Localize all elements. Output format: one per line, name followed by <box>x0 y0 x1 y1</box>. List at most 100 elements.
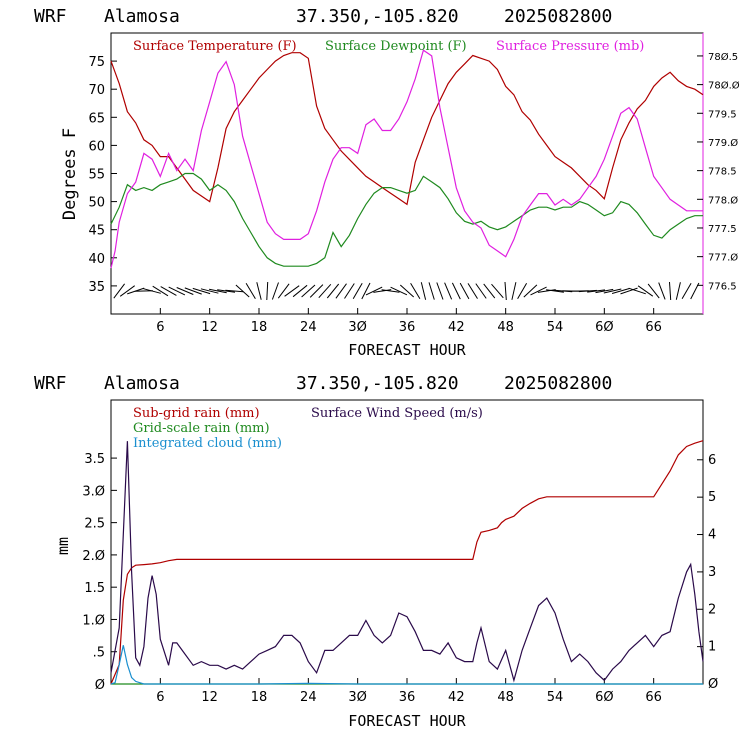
x-tick-label: 6Ø <box>595 320 614 335</box>
y-tick-label: 2.Ø <box>82 549 105 564</box>
wind-barb <box>475 283 487 299</box>
wind-barb <box>113 283 125 299</box>
wind-barb <box>184 287 202 295</box>
x-tick-label: 18 <box>251 690 268 705</box>
wind-barb-row <box>113 281 700 301</box>
x-tick-label: 48 <box>497 320 514 335</box>
y2-tick-label: 4 <box>708 528 716 543</box>
wind-barb <box>637 285 654 297</box>
series-line-integrated-cloud-mm <box>110 645 703 685</box>
series-line-sub-grid-rain-mm <box>110 440 704 685</box>
y-tick-label: 60 <box>88 139 105 154</box>
wind-barb <box>292 284 308 298</box>
wind-barb <box>504 281 507 301</box>
legend-pressure: Surface Pressure (mb) <box>496 39 644 54</box>
y2-tick-label: 778.Ø <box>708 194 738 206</box>
wind-barb <box>530 286 547 296</box>
wind-barb <box>266 281 269 301</box>
wind-barb <box>373 289 392 293</box>
x-tick-label: 6Ø <box>595 690 614 705</box>
wind-barb <box>352 282 363 300</box>
wind-barb <box>595 288 614 294</box>
y-tick-label: 70 <box>88 83 105 98</box>
y-tick-label: 3.Ø <box>82 484 105 499</box>
y-tick-label: 55 <box>88 168 105 183</box>
wind-barb <box>428 282 435 300</box>
wind-barb <box>365 286 383 296</box>
y2-tick-label: 776.5 <box>708 281 737 292</box>
wind-barb <box>326 283 340 299</box>
y-tick-label: .5 <box>93 646 105 661</box>
wind-barb <box>483 283 496 299</box>
x-tick-label: 12 <box>201 320 218 335</box>
panel2-init-time: 2025082800 <box>504 373 612 394</box>
y-tick-label: 2.5 <box>84 517 105 532</box>
wind-barb <box>537 289 556 293</box>
series-line-surface-temperature-f <box>110 52 704 206</box>
wind-barb <box>603 288 622 294</box>
wind-barb <box>578 289 597 293</box>
panel2-y2-ticks: Ø 1 2 3 4 5 6 <box>697 453 718 692</box>
wind-barb <box>361 282 371 300</box>
wind-barb <box>467 283 478 299</box>
wind-barb <box>410 283 421 299</box>
x-tick-label: 54 <box>547 690 564 705</box>
y-tick-label: 65 <box>88 111 105 126</box>
wind-barb <box>681 282 692 300</box>
wind-barb <box>271 282 279 300</box>
y2-tick-label: 3 <box>708 565 716 580</box>
wind-barb <box>217 289 236 293</box>
y2-tick-label: 779.Ø <box>708 137 738 149</box>
x-tick-label: 3Ø <box>348 320 367 335</box>
wind-barb <box>523 284 538 298</box>
precipitation-panel: WRF Alamosa 37.350,-105.820 2025082800 S… <box>34 373 718 730</box>
wind-barb <box>143 288 161 294</box>
panel1-y-ticks: 35 40 45 50 55 60 65 70 75 <box>88 55 117 295</box>
wind-barb <box>675 282 681 300</box>
y-tick-label: 75 <box>88 55 105 70</box>
wind-barb <box>436 282 444 300</box>
wind-barb <box>318 283 332 299</box>
wind-barb <box>344 283 355 299</box>
x-tick-label: 36 <box>399 320 416 335</box>
panel1-y-axis-label: Degrees F <box>60 128 80 220</box>
wind-barb <box>451 282 461 300</box>
y-tick-label: Ø <box>95 678 105 693</box>
legend-wind-speed: Surface Wind Speed (m/s) <box>311 406 483 421</box>
wind-barb <box>511 282 517 300</box>
panel1-x-ticks: 6 12 18 24 3Ø 36 42 48 54 6Ø 66 <box>156 308 662 335</box>
y-tick-label: 1.5 <box>84 581 105 596</box>
wind-barb <box>690 282 700 300</box>
y-tick-label: 40 <box>88 252 105 267</box>
y-tick-label: 50 <box>88 196 105 211</box>
y2-tick-label: 777.Ø <box>708 252 738 264</box>
panel2-x-axis-label: FORECAST HOUR <box>348 712 466 730</box>
panel1-series <box>110 49 704 269</box>
wind-barb <box>620 287 638 295</box>
wind-barb <box>284 285 300 297</box>
wind-barb <box>444 282 453 300</box>
legend-subgrid-rain: Sub-grid rain (mm) <box>133 406 260 421</box>
x-tick-label: 18 <box>251 320 268 335</box>
wind-barb <box>256 282 262 300</box>
y2-tick-label: 78Ø.Ø <box>708 80 740 92</box>
wind-barb <box>420 282 427 300</box>
wind-barb <box>390 286 408 296</box>
series-line-surface-dewpoint-f <box>110 172 703 267</box>
y2-tick-label: 5 <box>708 490 716 505</box>
y-tick-label: 1.Ø <box>82 613 105 628</box>
y2-tick-label: Ø <box>708 677 718 692</box>
panel2-model: WRF <box>34 373 67 394</box>
x-tick-label: 54 <box>547 320 564 335</box>
wind-barb <box>192 287 211 295</box>
x-tick-label: 42 <box>448 690 465 705</box>
wind-barb <box>160 286 177 296</box>
wind-barb <box>658 282 666 300</box>
y2-tick-label: 78Ø.5 <box>708 51 738 63</box>
panel2-y-axis-label: mm <box>54 537 72 555</box>
panel1-plot-frame <box>110 32 704 315</box>
wind-barb <box>245 283 256 299</box>
panel1-y2-ticks: 776.5 777.Ø 777.5 778.Ø 778.5 779.Ø 779.5 78Ø.Ø… <box>697 51 740 292</box>
wind-barb <box>381 289 400 293</box>
